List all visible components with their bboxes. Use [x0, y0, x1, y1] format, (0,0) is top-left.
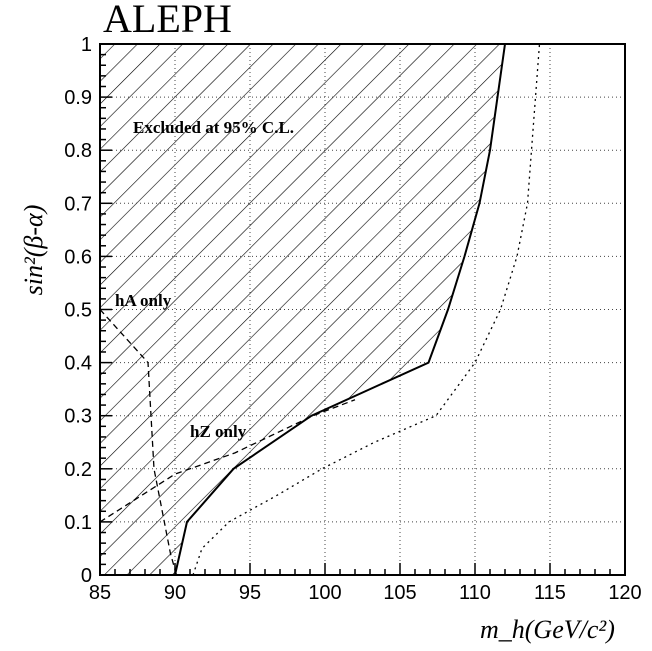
chart-title: ALEPH — [103, 0, 232, 41]
curves — [99, 43, 541, 576]
y-tick-label: 0.9 — [64, 87, 92, 109]
x-axis-label: m_h(GeV/c²) — [480, 615, 615, 644]
series-line-4-dashed — [99, 399, 356, 523]
excluded-region — [100, 44, 505, 575]
x-tick-label: 100 — [308, 582, 341, 604]
x-tick-label: 105 — [383, 582, 416, 604]
x-tick-label: 85 — [89, 582, 111, 604]
annotation-hz-only: hZ only — [190, 422, 247, 441]
y-tick-label: 1 — [81, 34, 92, 56]
axis-ticks: 85 90 95 100 105 110 115 120 0 0.1 0.2 0.3 0.4 0.5 0.6… — [64, 34, 642, 604]
series-line-3-dashed — [99, 309, 178, 576]
y-tick-label: 0.2 — [64, 459, 92, 481]
y-tick-label: 0.6 — [64, 246, 92, 268]
excluded-region-fill — [100, 44, 505, 575]
grid — [100, 44, 625, 575]
y-tick-label: 0 — [81, 565, 92, 587]
y-tick-label: 0.3 — [64, 406, 92, 428]
y-tick-label: 0.5 — [64, 300, 92, 322]
y-tick-label: 0.4 — [64, 353, 92, 375]
annotation-ha-only: hA only — [115, 291, 172, 310]
series-line-2-dotted — [192, 43, 541, 576]
x-tick-label: 95 — [239, 582, 261, 604]
series-line-1-solid — [174, 43, 506, 576]
x-tick-label: 90 — [164, 582, 186, 604]
x-tick-label: 110 — [459, 582, 491, 604]
y-tick-label: 0.1 — [64, 512, 92, 534]
annotation-excluded: Excluded at 95% C.L. — [133, 118, 294, 137]
y-axis-label: sin²(β-α) — [19, 205, 48, 296]
y-tick-label: 0.8 — [64, 140, 92, 162]
x-tick-label: 120 — [608, 582, 641, 604]
y-tick-label: 0.7 — [64, 193, 92, 215]
x-tick-label: 115 — [534, 582, 566, 604]
